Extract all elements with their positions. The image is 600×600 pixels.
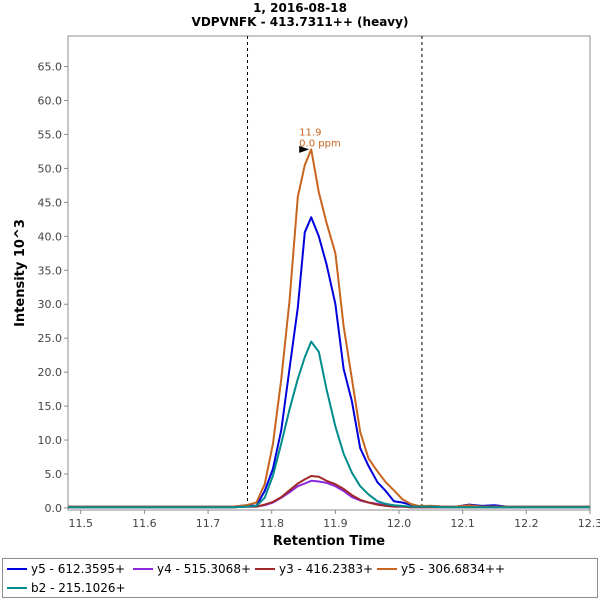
legend-swatch <box>255 568 275 570</box>
series-line <box>68 340 590 509</box>
x-tick-label: 11.9 <box>323 517 348 530</box>
y-tick-label: 65.0 <box>38 61 63 74</box>
peak-boundaries <box>247 36 423 510</box>
y-tick-label: 50.0 <box>38 162 63 175</box>
x-tick-label: 11.7 <box>196 517 221 530</box>
x-tick-label: 12.1 <box>450 517 475 530</box>
y-tick-label: 55.0 <box>38 128 63 141</box>
legend-label: y5 - 306.6834++ <box>401 562 506 576</box>
peak-arrow-icon <box>299 145 310 153</box>
y-tick-label: 25.0 <box>38 332 63 345</box>
y-tick-label: 20.0 <box>38 366 63 379</box>
legend-label: y5 - 612.3595+ <box>31 562 126 576</box>
legend-swatch <box>7 587 27 589</box>
annotation-rt: 11.9 <box>299 127 321 138</box>
x-tick-label: 11.8 <box>259 517 284 530</box>
y-tick-label: 15.0 <box>38 400 63 413</box>
y-tick-label: 35.0 <box>38 264 63 277</box>
x-tick-label: 12.3 <box>578 517 600 530</box>
legend: y5 - 612.3595+ y4 - 515.3068+ y3 - 416.238… <box>2 558 598 598</box>
legend-item: y4 - 515.3068+ <box>133 560 251 578</box>
x-tick-label: 12.0 <box>387 517 412 530</box>
y-tick-label: 30.0 <box>38 298 63 311</box>
legend-swatch <box>133 568 153 570</box>
x-tick-label: 11.6 <box>132 517 157 530</box>
y-tick-label: 5.0 <box>45 468 63 481</box>
x-axis-label: Retention Time <box>273 534 385 549</box>
y-axis-ticks: 0.0 5.0 10.0 15.0 20.0 25.0 30.0 35.0 40.0 45.0 50… <box>38 61 68 515</box>
legend-label: y3 - 416.2383+ <box>279 562 374 576</box>
y-tick-label: 10.0 <box>38 434 63 447</box>
y-tick-label: 0.0 <box>45 502 63 515</box>
legend-label: y4 - 515.3068+ <box>157 562 252 576</box>
legend-item: y5 - 612.3595+ <box>7 560 125 578</box>
chart-canvas: 1, 2016-08-18 VDPVNFK - 413.7311++ (heav… <box>13 1 600 549</box>
series-lines <box>68 148 590 509</box>
y-tick-label: 40.0 <box>38 230 63 243</box>
x-tick-label: 11.5 <box>68 517 93 530</box>
peak-annotation: 11.9 0.0 ppm <box>299 127 341 153</box>
annotation-ppm: 0.0 ppm <box>299 138 341 149</box>
legend-item: y3 - 416.2383+ <box>255 560 373 578</box>
legend-swatch <box>377 568 397 570</box>
chart-subtitle: VDPVNFK - 413.7311++ (heavy) <box>192 15 409 29</box>
y-tick-label: 45.0 <box>38 196 63 209</box>
legend-item: b2 - 215.1026+ <box>7 579 126 597</box>
y-tick-label: 60.0 <box>38 95 63 108</box>
y-axis-label: Intensity 10^3 <box>13 219 28 327</box>
chart-title: 1, 2016-08-18 <box>253 1 347 15</box>
legend-swatch <box>7 568 27 570</box>
x-axis-ticks: 11.5 11.6 11.7 11.8 11.9 12.0 12.1 12.2 12.3 <box>68 510 600 530</box>
legend-item: y5 - 306.6834++ <box>377 560 505 578</box>
x-tick-label: 12.2 <box>514 517 539 530</box>
legend-label: b2 - 215.1026+ <box>31 581 126 595</box>
